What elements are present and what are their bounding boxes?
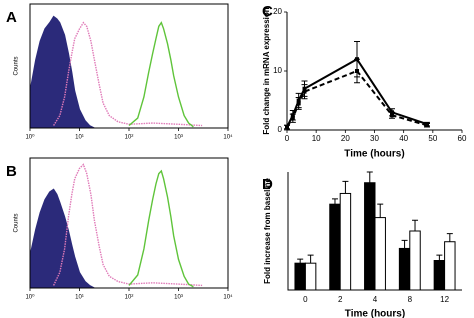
x-tick-label: 10: [312, 134, 321, 143]
histogram-curve: [29, 15, 95, 129]
x-tick-label: 10¹: [75, 135, 84, 141]
x-tick-label: 2: [338, 295, 343, 304]
y-axis-label: Fold change in mRNA expression: [262, 7, 271, 134]
x-tick-label: 10⁴: [223, 294, 233, 301]
bar: [398, 247, 411, 291]
x-tick-label: 10²: [125, 295, 134, 301]
y-tick-label: 20: [273, 7, 282, 16]
error-bar: [342, 180, 349, 194]
histogram-curve: [128, 21, 194, 128]
histogram-curve: [53, 21, 203, 127]
bar: [294, 262, 306, 291]
bar: [433, 260, 446, 291]
y-axis-label: Counts: [14, 56, 20, 75]
y-axis-label: Counts: [14, 213, 20, 232]
x-tick-label: 0: [285, 134, 290, 143]
error-bar: [377, 203, 384, 218]
x-tick-label: 4: [373, 295, 378, 304]
x-tick-label: 20: [341, 134, 350, 143]
error-bar: [412, 219, 419, 231]
x-axis-label: Time (hours): [345, 309, 405, 318]
x-axis-label: Time (hours): [344, 149, 404, 160]
bar: [304, 262, 317, 291]
y-tick-label: 0: [278, 125, 283, 134]
data-point: [355, 69, 359, 73]
panel-letter: C: [262, 3, 273, 20]
panel-letter: D: [262, 176, 273, 193]
x-tick-label: 10⁰: [25, 134, 35, 141]
bar: [444, 241, 456, 291]
x-tick-label: 50: [428, 134, 437, 143]
data-point: [290, 116, 295, 121]
histogram-curve: [128, 169, 194, 288]
panel-letter: B: [6, 163, 17, 180]
x-tick-label: 40: [399, 134, 408, 143]
y-tick-label: 10: [273, 66, 282, 75]
x-tick-label: 12: [440, 295, 449, 304]
y-axis-label: Fold increase from baseline: [263, 178, 272, 284]
bar: [364, 182, 376, 291]
x-tick-label: 10³: [174, 295, 183, 301]
histogram-curve: [29, 188, 95, 289]
x-tick-label: 10⁰: [25, 294, 35, 301]
error-bar: [436, 254, 443, 261]
bar: [339, 192, 352, 291]
data-point: [302, 89, 307, 94]
plot-frame: [29, 157, 229, 289]
error-bar: [307, 254, 314, 264]
x-tick-label: 30: [370, 134, 379, 143]
panel-letter: A: [6, 9, 17, 26]
bar: [409, 230, 421, 291]
x-tick-label: 10¹: [75, 295, 84, 301]
error-bar: [446, 233, 453, 242]
x-tick-label: 10²: [125, 135, 134, 141]
x-tick-label: 60: [458, 134, 467, 143]
axes: [286, 12, 462, 131]
data-point: [296, 101, 301, 106]
axes: [287, 172, 462, 291]
x-tick-label: 10³: [174, 135, 183, 141]
bar: [374, 217, 386, 291]
x-tick-label: 8: [408, 295, 413, 304]
error-bar: [401, 239, 408, 249]
data-point: [425, 123, 429, 128]
error-bar: [331, 198, 338, 205]
plot-frame: [29, 3, 229, 129]
bar: [329, 203, 341, 291]
error-bar: [297, 258, 304, 264]
error-bar: [366, 171, 373, 183]
x-tick-label: 10⁴: [223, 134, 233, 141]
data-point: [390, 113, 394, 118]
x-tick-label: 0: [303, 295, 308, 304]
histogram-curve: [52, 163, 203, 287]
